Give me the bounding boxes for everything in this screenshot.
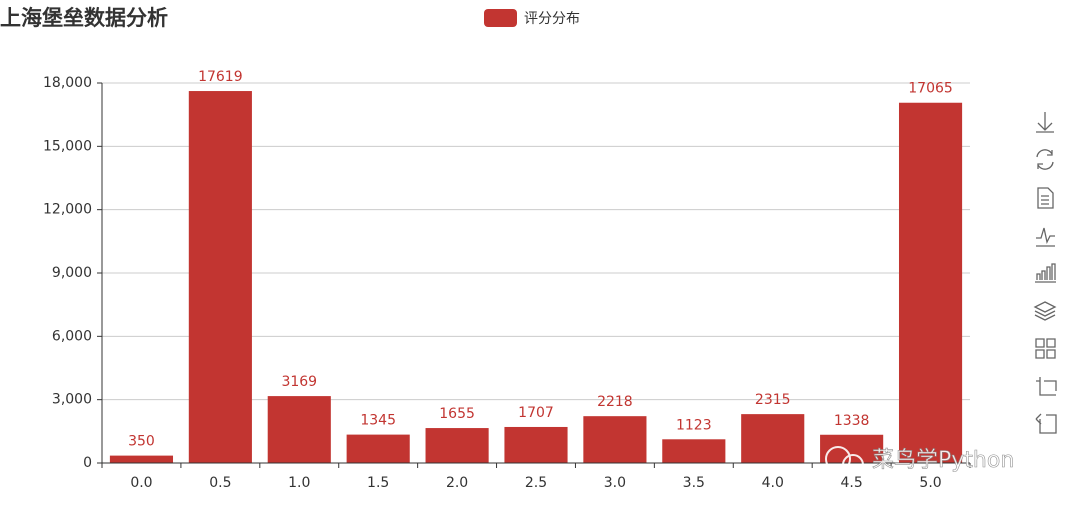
bar bbox=[109, 455, 174, 463]
data-view-icon[interactable] bbox=[1037, 187, 1054, 209]
data-label: 1123 bbox=[676, 417, 712, 433]
x-tick-label: 2.0 bbox=[446, 475, 468, 491]
y-tick-label: 3,000 bbox=[52, 392, 92, 408]
x-tick-label: 0.0 bbox=[130, 475, 152, 491]
data-label: 2315 bbox=[755, 392, 791, 408]
stack-icon[interactable] bbox=[1033, 301, 1057, 321]
x-tick-label: 2.5 bbox=[525, 475, 547, 491]
y-tick-label: 12,000 bbox=[43, 202, 92, 218]
bar-icon[interactable] bbox=[1035, 263, 1056, 283]
x-tick-label: 4.0 bbox=[762, 475, 784, 491]
watermark-icon bbox=[825, 446, 851, 472]
watermark: 菜鸟学Python bbox=[825, 446, 1015, 476]
data-label: 350 bbox=[128, 434, 155, 450]
watermark-icon bbox=[842, 454, 864, 476]
x-tick-label: 3.0 bbox=[604, 475, 626, 491]
x-tick-label: 3.5 bbox=[683, 475, 705, 491]
x-tick-label: 1.5 bbox=[367, 475, 389, 491]
data-label: 2218 bbox=[597, 394, 633, 410]
tiled-icon[interactable] bbox=[1035, 338, 1056, 359]
bar bbox=[188, 91, 252, 463]
data-label: 3169 bbox=[281, 374, 317, 390]
y-tick-label: 0 bbox=[83, 455, 92, 471]
bar bbox=[741, 414, 805, 463]
legend-label: 评分分布 bbox=[524, 11, 580, 27]
toolbox[interactable] bbox=[1033, 112, 1057, 434]
x-tick-label: 0.5 bbox=[209, 475, 231, 491]
restore-icon[interactable] bbox=[1036, 149, 1054, 170]
data-label: 1707 bbox=[518, 405, 554, 421]
y-tick-label: 18,000 bbox=[43, 75, 92, 91]
bar bbox=[346, 434, 410, 463]
bar bbox=[504, 426, 568, 463]
chart-title: 上海堡垒数据分析 bbox=[0, 6, 168, 30]
y-tick-label: 9,000 bbox=[52, 265, 92, 281]
bar bbox=[425, 428, 489, 463]
x-tick-label: 1.0 bbox=[288, 475, 310, 491]
data-label: 17065 bbox=[908, 81, 953, 97]
watermark-text: 菜鸟学Python bbox=[872, 448, 1014, 473]
bar bbox=[662, 439, 726, 463]
bar bbox=[267, 396, 331, 463]
zoom-icon[interactable] bbox=[1036, 377, 1057, 396]
data-label: 1338 bbox=[834, 413, 870, 429]
save-icon[interactable] bbox=[1036, 112, 1054, 133]
x-tick-label: 5.0 bbox=[919, 475, 941, 491]
line-icon[interactable] bbox=[1036, 227, 1055, 247]
bar bbox=[583, 416, 647, 463]
bar bbox=[898, 102, 963, 463]
data-label: 1345 bbox=[360, 413, 396, 429]
x-tick-label: 4.5 bbox=[841, 475, 863, 491]
legend-swatch bbox=[484, 9, 517, 27]
zoom-reset-icon[interactable] bbox=[1035, 413, 1057, 434]
y-tick-label: 15,000 bbox=[43, 138, 92, 154]
y-tick-label: 6,000 bbox=[52, 328, 92, 344]
data-label: 1655 bbox=[439, 406, 475, 422]
data-label: 17619 bbox=[198, 69, 243, 85]
legend[interactable]: 评分分布 bbox=[484, 9, 580, 27]
